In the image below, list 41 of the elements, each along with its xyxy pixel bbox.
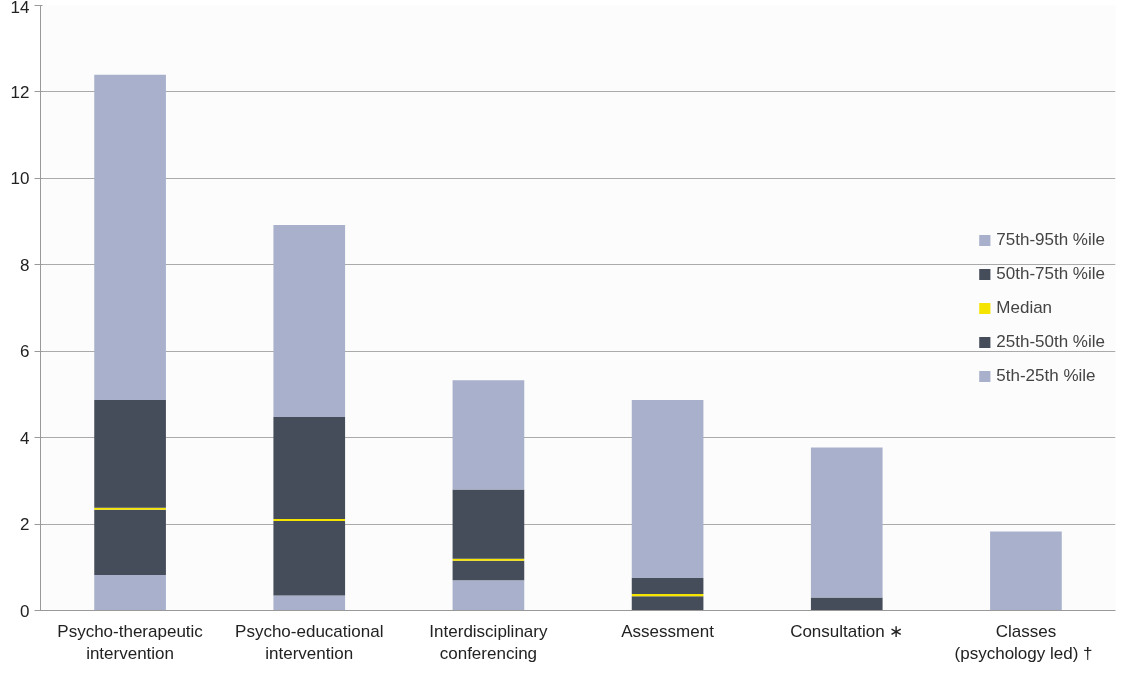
bar (273, 521, 346, 596)
legend-label: 5th-25th %ile (996, 365, 1096, 386)
bar (94, 575, 166, 611)
bar (631, 596, 704, 611)
x-tick-label: Psycho-educational intervention (235, 621, 384, 664)
y-tick-label: 0 (20, 601, 30, 621)
y-tick-label: 8 (20, 255, 30, 275)
x-tick-label: Classes (psychology led) † (954, 621, 1093, 664)
bar (810, 597, 883, 611)
bar (990, 531, 1062, 611)
bar (273, 518, 346, 522)
bar (452, 489, 525, 559)
x-tick-label: Psycho-therapeutic intervention (57, 621, 204, 664)
y-tick-label: 12 (10, 82, 30, 102)
legend-label: Median (996, 297, 1053, 318)
bar (273, 225, 346, 417)
bar (94, 400, 166, 508)
bar (273, 595, 346, 611)
bar (631, 594, 704, 597)
bar (94, 507, 166, 510)
legend-label: 50th-75th %ile (996, 263, 1105, 284)
bar (452, 560, 525, 581)
y-tick-label: 14 (10, 0, 30, 17)
bar (94, 509, 166, 576)
y-tick-label: 10 (10, 169, 30, 189)
legend-label: 25th-50th %ile (996, 331, 1105, 352)
x-tick-label: Assessment (621, 621, 715, 641)
bar (94, 74, 166, 401)
bar (631, 400, 704, 579)
bar (810, 447, 883, 598)
y-tick-label: 4 (20, 428, 30, 448)
bar (273, 416, 346, 519)
bar (452, 558, 525, 561)
bar (631, 578, 704, 595)
x-tick-label: Consultation ∗ (790, 621, 904, 641)
bar (452, 580, 525, 611)
x-tick-label: Interdisciplinary conferencing (429, 621, 548, 664)
y-tick-label: 2 (20, 515, 30, 535)
bar (452, 380, 525, 490)
legend-label: 75th-95th %ile (996, 229, 1105, 250)
y-tick-label: 6 (20, 342, 30, 362)
